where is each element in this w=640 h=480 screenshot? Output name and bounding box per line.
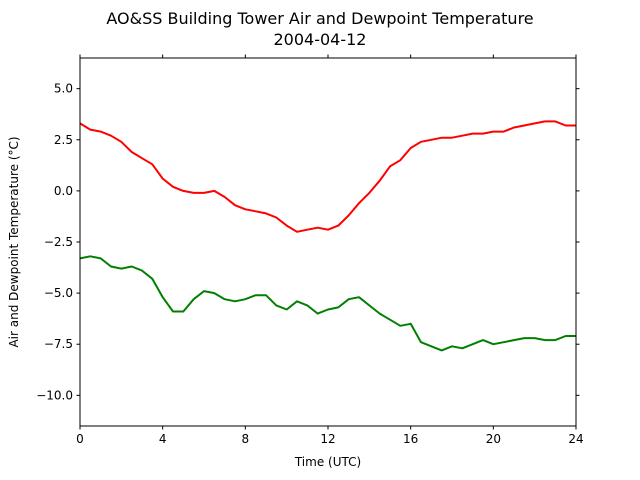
y-tick-label: 0.0: [54, 184, 73, 198]
chart-subtitle: 2004-04-12: [274, 30, 367, 49]
x-tick-label: 12: [320, 432, 335, 446]
plot-area-frame: [79, 57, 577, 427]
x-tick-label: 8: [242, 432, 250, 446]
series-line-1: [79, 255, 576, 352]
x-tick-label: 20: [486, 432, 501, 446]
y-tick-label: −5.0: [44, 286, 73, 300]
y-tick-label: 2.5: [54, 133, 73, 147]
y-axis-label: Air and Dewpoint Temperature (°C): [7, 136, 21, 347]
x-tick-label: 0: [76, 432, 84, 446]
series-line-0: [79, 120, 576, 233]
x-tick-label: 24: [568, 432, 583, 446]
ticks-layer: 0 4 8 12 16 20 24 −10.0 −7.5 −5.0 −2.5 0.0 2.5 5.0: [36, 54, 584, 446]
chart-title: AO&SS Building Tower Air and Dewpoint Te…: [106, 9, 533, 28]
series-layer: [79, 120, 576, 352]
y-tick-label: −7.5: [44, 337, 73, 351]
y-tick-label: 5.0: [54, 82, 73, 96]
x-tick-label: 16: [403, 432, 418, 446]
x-axis-label: Time (UTC): [294, 455, 361, 469]
x-tick-label: 4: [159, 432, 167, 446]
y-tick-label: −2.5: [44, 235, 73, 249]
y-tick-label: −10.0: [36, 388, 73, 402]
